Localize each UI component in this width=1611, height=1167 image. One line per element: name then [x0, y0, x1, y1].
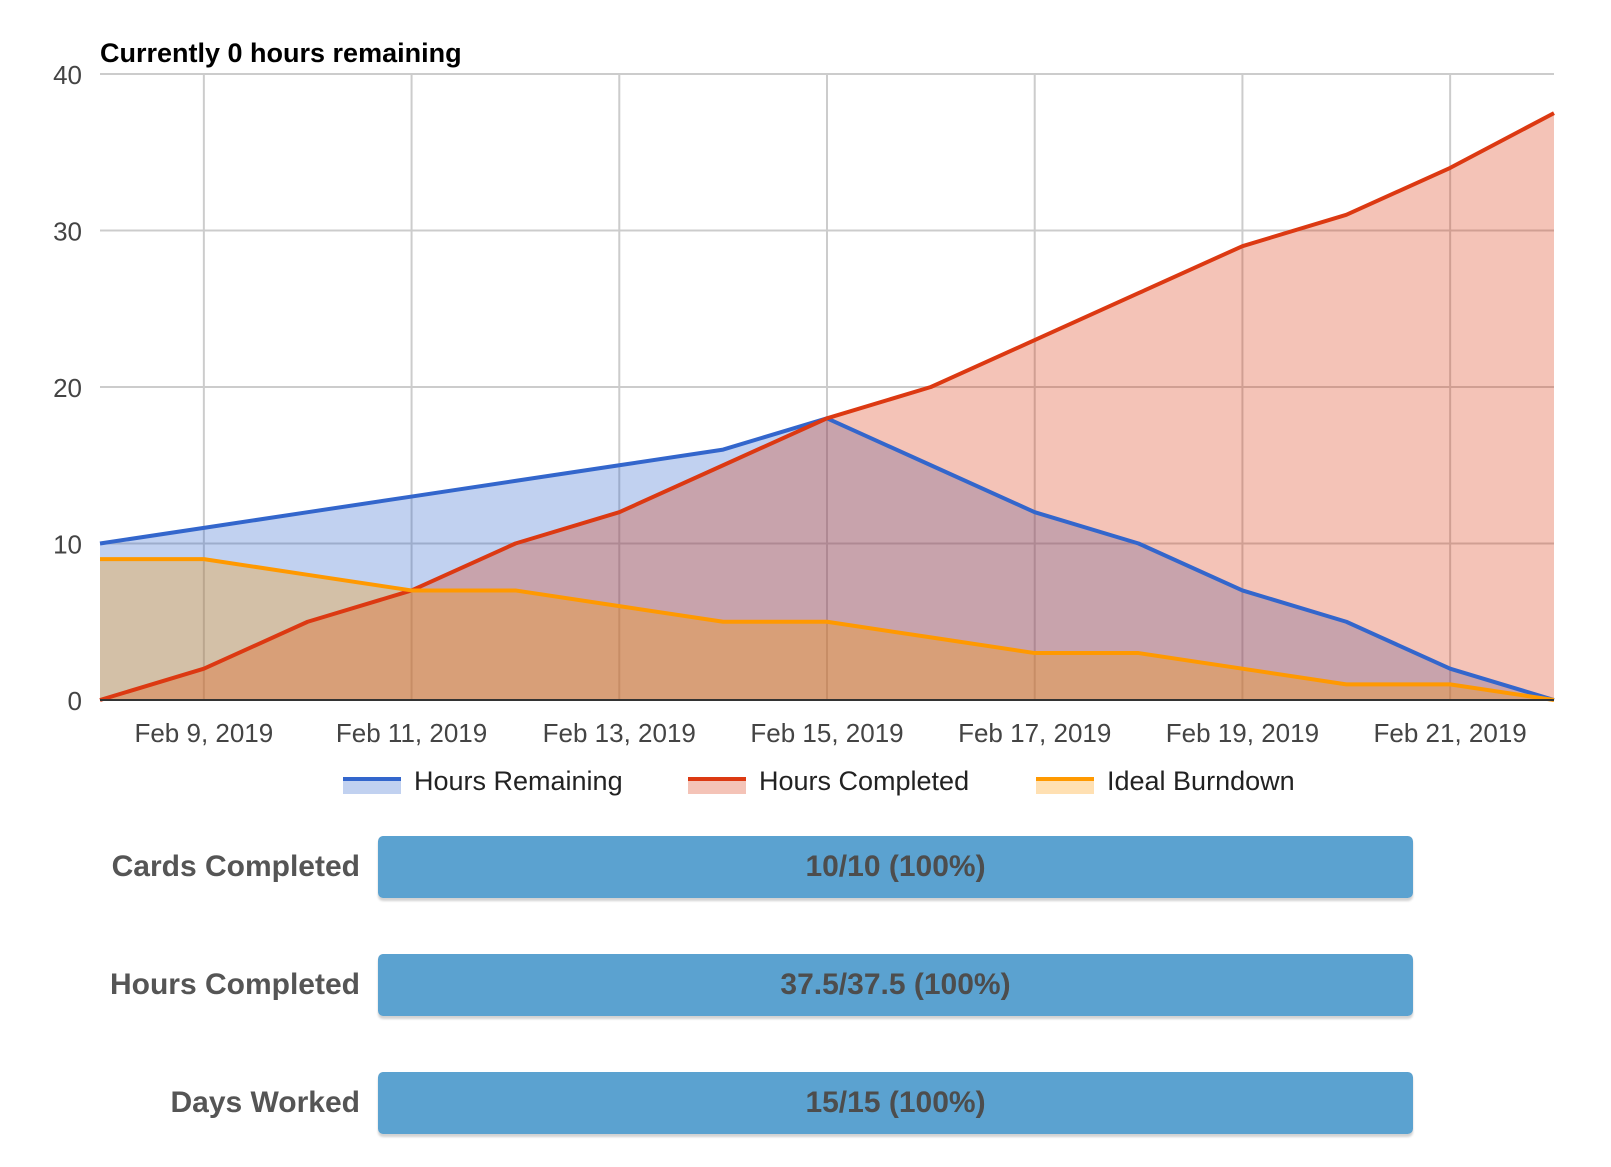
x-tick-label: Feb 9, 2019 [134, 718, 273, 748]
y-tick-label: 30 [53, 217, 82, 247]
x-tick-label: Feb 19, 2019 [1166, 718, 1319, 748]
chart-legend: Hours Remaining Hours Completed Ideal Burn… [343, 766, 1295, 796]
burndown-chart: Currently 0 hours remaining 0 10 20 30 40 Feb… [53, 38, 1555, 796]
stat-row-hours: Hours Completed 37.5/37.5 (100%) [0, 954, 1611, 1016]
grid-lines [100, 73, 1554, 700]
x-tick-label: Feb 21, 2019 [1374, 718, 1527, 748]
y-tick-label: 10 [53, 530, 82, 560]
stat-label: Days Worked [170, 1086, 360, 1119]
x-tick-label: Feb 11, 2019 [336, 718, 487, 748]
progress-text: 37.5/37.5 (100%) [780, 968, 1011, 1001]
line-completed [99, 111, 1555, 702]
axes: 0 10 20 30 40 Feb 9, 2019 Feb 11, 2019 Feb 13, … [53, 60, 1554, 748]
line-ideal [100, 557, 1555, 702]
area-completed [100, 113, 1554, 700]
series-areas [100, 113, 1554, 700]
progress-bar: 37.5/37.5 (100%) [378, 954, 1413, 1016]
legend-swatch-completed [688, 779, 746, 794]
area-ideal [100, 559, 1554, 700]
legend-label-completed: Hours Completed [759, 766, 969, 796]
x-tick-label: Feb 15, 2019 [750, 718, 903, 748]
y-tick-label: 20 [53, 373, 82, 403]
legend-label-remaining: Hours Remaining [414, 766, 623, 796]
stat-label: Hours Completed [109, 968, 360, 1001]
stat-label: Cards Completed [111, 850, 360, 883]
series-lines [99, 111, 1555, 702]
progress-fill [378, 954, 1413, 1016]
burndown-chart-svg: Currently 0 hours remaining 0 10 20 30 40 Feb… [53, 38, 1555, 796]
legend-label-ideal: Ideal Burndown [1107, 766, 1295, 796]
stat-row-cards: Cards Completed 10/10 (100%) [0, 836, 1611, 898]
y-tick-label: 0 [68, 686, 82, 716]
progress-fill [378, 836, 1413, 898]
progress-bar: 10/10 (100%) [378, 836, 1413, 898]
progress-text: 10/10 (100%) [805, 850, 986, 883]
progress-bar: 15/15 (100%) [378, 1072, 1413, 1134]
y-tick-label: 40 [53, 60, 82, 90]
legend-swatch-ideal [1036, 779, 1094, 794]
progress-fill [378, 1072, 1413, 1134]
x-tick-label: Feb 17, 2019 [958, 718, 1111, 748]
legend-swatch-remaining [343, 779, 401, 794]
area-remaining [100, 418, 1554, 700]
stat-row-days: Days Worked 15/15 (100%) [0, 1072, 1611, 1134]
chart-title: Currently 0 hours remaining [100, 38, 462, 68]
progress-text: 15/15 (100%) [805, 1086, 986, 1119]
x-tick-label: Feb 13, 2019 [543, 718, 696, 748]
